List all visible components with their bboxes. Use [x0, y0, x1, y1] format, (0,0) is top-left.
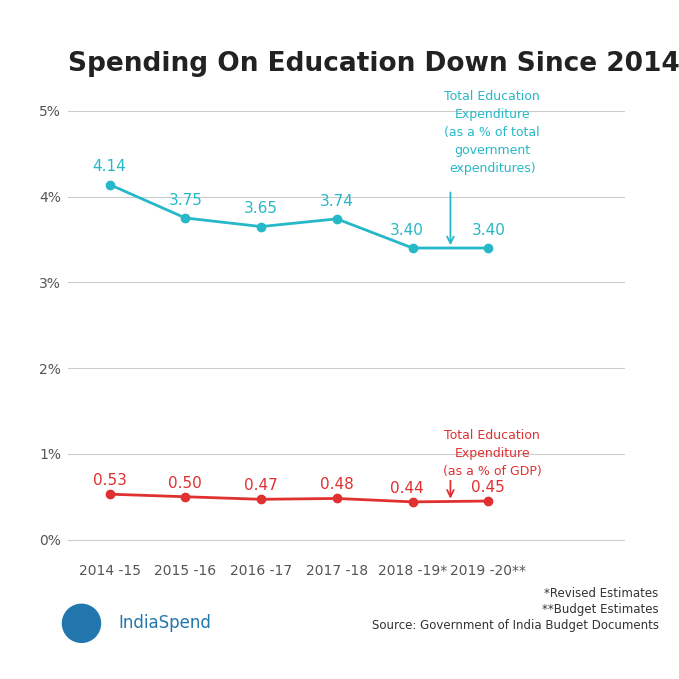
- Text: 0.53: 0.53: [92, 473, 126, 488]
- Text: 3.40: 3.40: [471, 223, 505, 238]
- Text: 0.48: 0.48: [320, 477, 354, 492]
- Text: *Revised Estimates: *Revised Estimates: [545, 587, 659, 600]
- Text: 3.40: 3.40: [390, 223, 424, 238]
- Text: 0.45: 0.45: [471, 480, 505, 495]
- Text: Total Education
Expenditure
(as a % of GDP): Total Education Expenditure (as a % of G…: [443, 429, 541, 479]
- Text: IndiaSpend: IndiaSpend: [119, 614, 212, 632]
- Text: **Budget Estimates: **Budget Estimates: [542, 603, 659, 616]
- Text: 3.75: 3.75: [168, 193, 202, 208]
- Text: Spending On Education Down Since 2014: Spending On Education Down Since 2014: [68, 51, 679, 77]
- Text: iS.: iS.: [73, 619, 90, 628]
- Text: 0.44: 0.44: [390, 481, 424, 496]
- Text: 0.50: 0.50: [168, 476, 202, 491]
- Text: 3.65: 3.65: [244, 201, 278, 217]
- Text: Total Education
Expenditure
(as a % of total
government
expenditures): Total Education Expenditure (as a % of t…: [444, 90, 540, 175]
- Text: 0.47: 0.47: [244, 478, 278, 494]
- Text: 4.14: 4.14: [93, 160, 126, 175]
- Text: Source: Government of India Budget Documents: Source: Government of India Budget Docum…: [371, 619, 659, 631]
- Text: 3.74: 3.74: [320, 194, 354, 208]
